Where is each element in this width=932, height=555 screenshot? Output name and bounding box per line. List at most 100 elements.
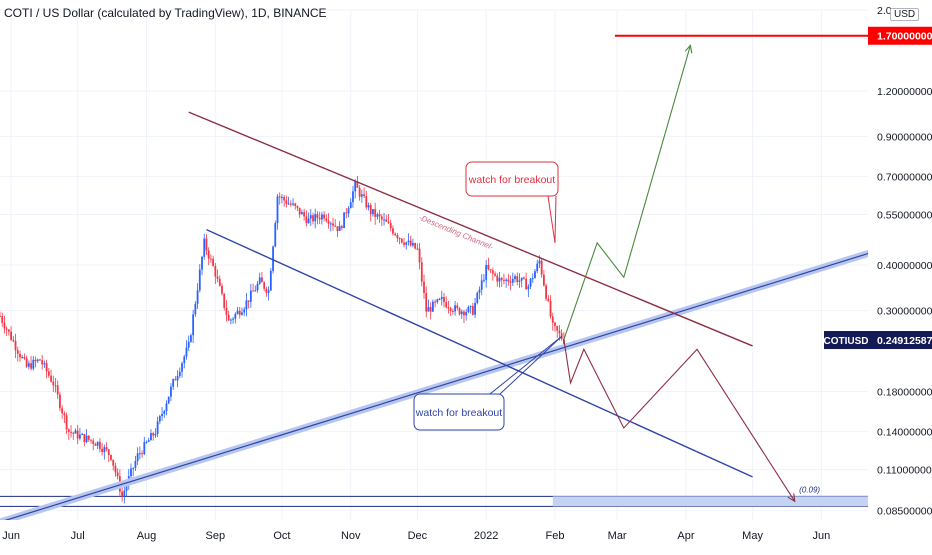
candle-body xyxy=(10,332,12,340)
candle-body xyxy=(354,181,356,191)
candle-body xyxy=(525,279,527,290)
candle-body xyxy=(479,290,481,293)
candle-body xyxy=(39,360,41,361)
y-tick-label: 0.08500000 xyxy=(877,505,932,517)
candle-body xyxy=(534,271,536,278)
candle-body xyxy=(55,385,57,386)
candle-body xyxy=(192,314,194,335)
candle-body xyxy=(48,371,50,375)
candle-body xyxy=(507,280,509,282)
currency-badge[interactable]: USD xyxy=(890,8,919,21)
x-tick-label: Jun xyxy=(2,530,20,542)
candle-body xyxy=(161,414,163,416)
candle-body xyxy=(117,472,119,476)
candle-body xyxy=(130,468,132,476)
candle-body xyxy=(439,299,441,300)
candle-body xyxy=(46,363,48,371)
candle-body xyxy=(281,197,283,198)
candle-body xyxy=(112,460,114,466)
candle-body xyxy=(292,203,294,204)
candle-body xyxy=(279,196,281,197)
target-price-text: 1.70000000 xyxy=(877,31,932,43)
candle-body xyxy=(277,196,279,223)
candle-body xyxy=(83,434,85,442)
candle-body xyxy=(385,219,387,221)
candle-body xyxy=(214,266,216,277)
watch-breakout-top-pointer xyxy=(548,196,555,243)
x-tick-label: Jul xyxy=(71,530,85,542)
candle-body xyxy=(72,433,74,434)
trendline-layer xyxy=(0,254,868,522)
candle-body xyxy=(41,360,43,364)
channel-label: -Descending Channel- xyxy=(418,213,495,252)
watch-breakout-top-text: watch for breakout xyxy=(468,174,555,186)
candle-body xyxy=(270,271,272,291)
candle-body xyxy=(97,442,99,446)
candle-body xyxy=(412,243,414,245)
candle-body xyxy=(450,308,452,311)
y-tick-label: 0.55000000 xyxy=(877,210,932,222)
candle-body xyxy=(390,223,392,228)
candle-body xyxy=(392,228,394,233)
chart-title: COTI / US Dollar (calculated by TradingV… xyxy=(4,6,327,20)
candle-body xyxy=(376,214,378,217)
candle-body xyxy=(254,290,256,291)
candle-body xyxy=(101,449,103,452)
candle-body xyxy=(15,341,17,350)
candle-body xyxy=(476,293,478,303)
last-price-text: 0.24912587 xyxy=(877,335,932,347)
candle-body xyxy=(368,205,370,207)
candle-body xyxy=(137,453,139,461)
candle-body xyxy=(365,196,367,207)
candle-body xyxy=(421,262,423,281)
candle-body xyxy=(59,394,61,408)
candle-body xyxy=(99,442,101,449)
candle-body xyxy=(194,304,196,314)
candle-body xyxy=(514,276,516,279)
candle-body xyxy=(259,277,261,283)
candle-body xyxy=(208,250,210,258)
candle-body xyxy=(28,363,30,366)
y-tick-label: 1.20000000 xyxy=(877,86,932,98)
candle-body xyxy=(523,278,525,279)
bullish-scenario-arrow xyxy=(564,45,691,339)
candle-body xyxy=(314,214,316,221)
candle-body xyxy=(283,197,285,200)
grid-layer xyxy=(0,10,868,520)
candle-body xyxy=(547,299,549,301)
candle-body xyxy=(143,442,145,454)
x-tick-label: Mar xyxy=(608,530,627,542)
candle-body xyxy=(299,208,301,215)
candle-body xyxy=(496,276,498,282)
support-level-label: (0.09) xyxy=(799,485,820,494)
candle-body xyxy=(330,223,332,224)
candle-body xyxy=(559,331,561,333)
candle-body xyxy=(312,215,314,221)
y-tick-label: 0.18000000 xyxy=(877,387,932,399)
candle-body xyxy=(388,222,390,223)
candle-body xyxy=(234,314,236,319)
candle-body xyxy=(70,432,72,433)
y-tick-label: 0.90000000 xyxy=(877,132,932,144)
candle-body xyxy=(541,261,543,275)
candle-body xyxy=(361,194,363,196)
candle-body xyxy=(95,444,97,446)
candle-body xyxy=(419,249,421,263)
candle-body xyxy=(139,453,141,454)
candle-body xyxy=(263,282,265,288)
candle-body xyxy=(343,212,345,228)
candle-body xyxy=(519,281,521,282)
candle-body xyxy=(416,249,418,250)
arrows-layer xyxy=(564,45,795,501)
candle-body xyxy=(81,434,83,435)
support-layer: (0.09) xyxy=(0,36,868,507)
candle-body xyxy=(77,430,79,438)
y-tick-label: 0.14000000 xyxy=(877,426,932,438)
candle-body xyxy=(243,309,245,312)
candle-body xyxy=(123,491,125,496)
x-tick-label: Jun xyxy=(813,530,831,542)
candle-body xyxy=(485,265,487,280)
candle-body xyxy=(248,300,250,301)
